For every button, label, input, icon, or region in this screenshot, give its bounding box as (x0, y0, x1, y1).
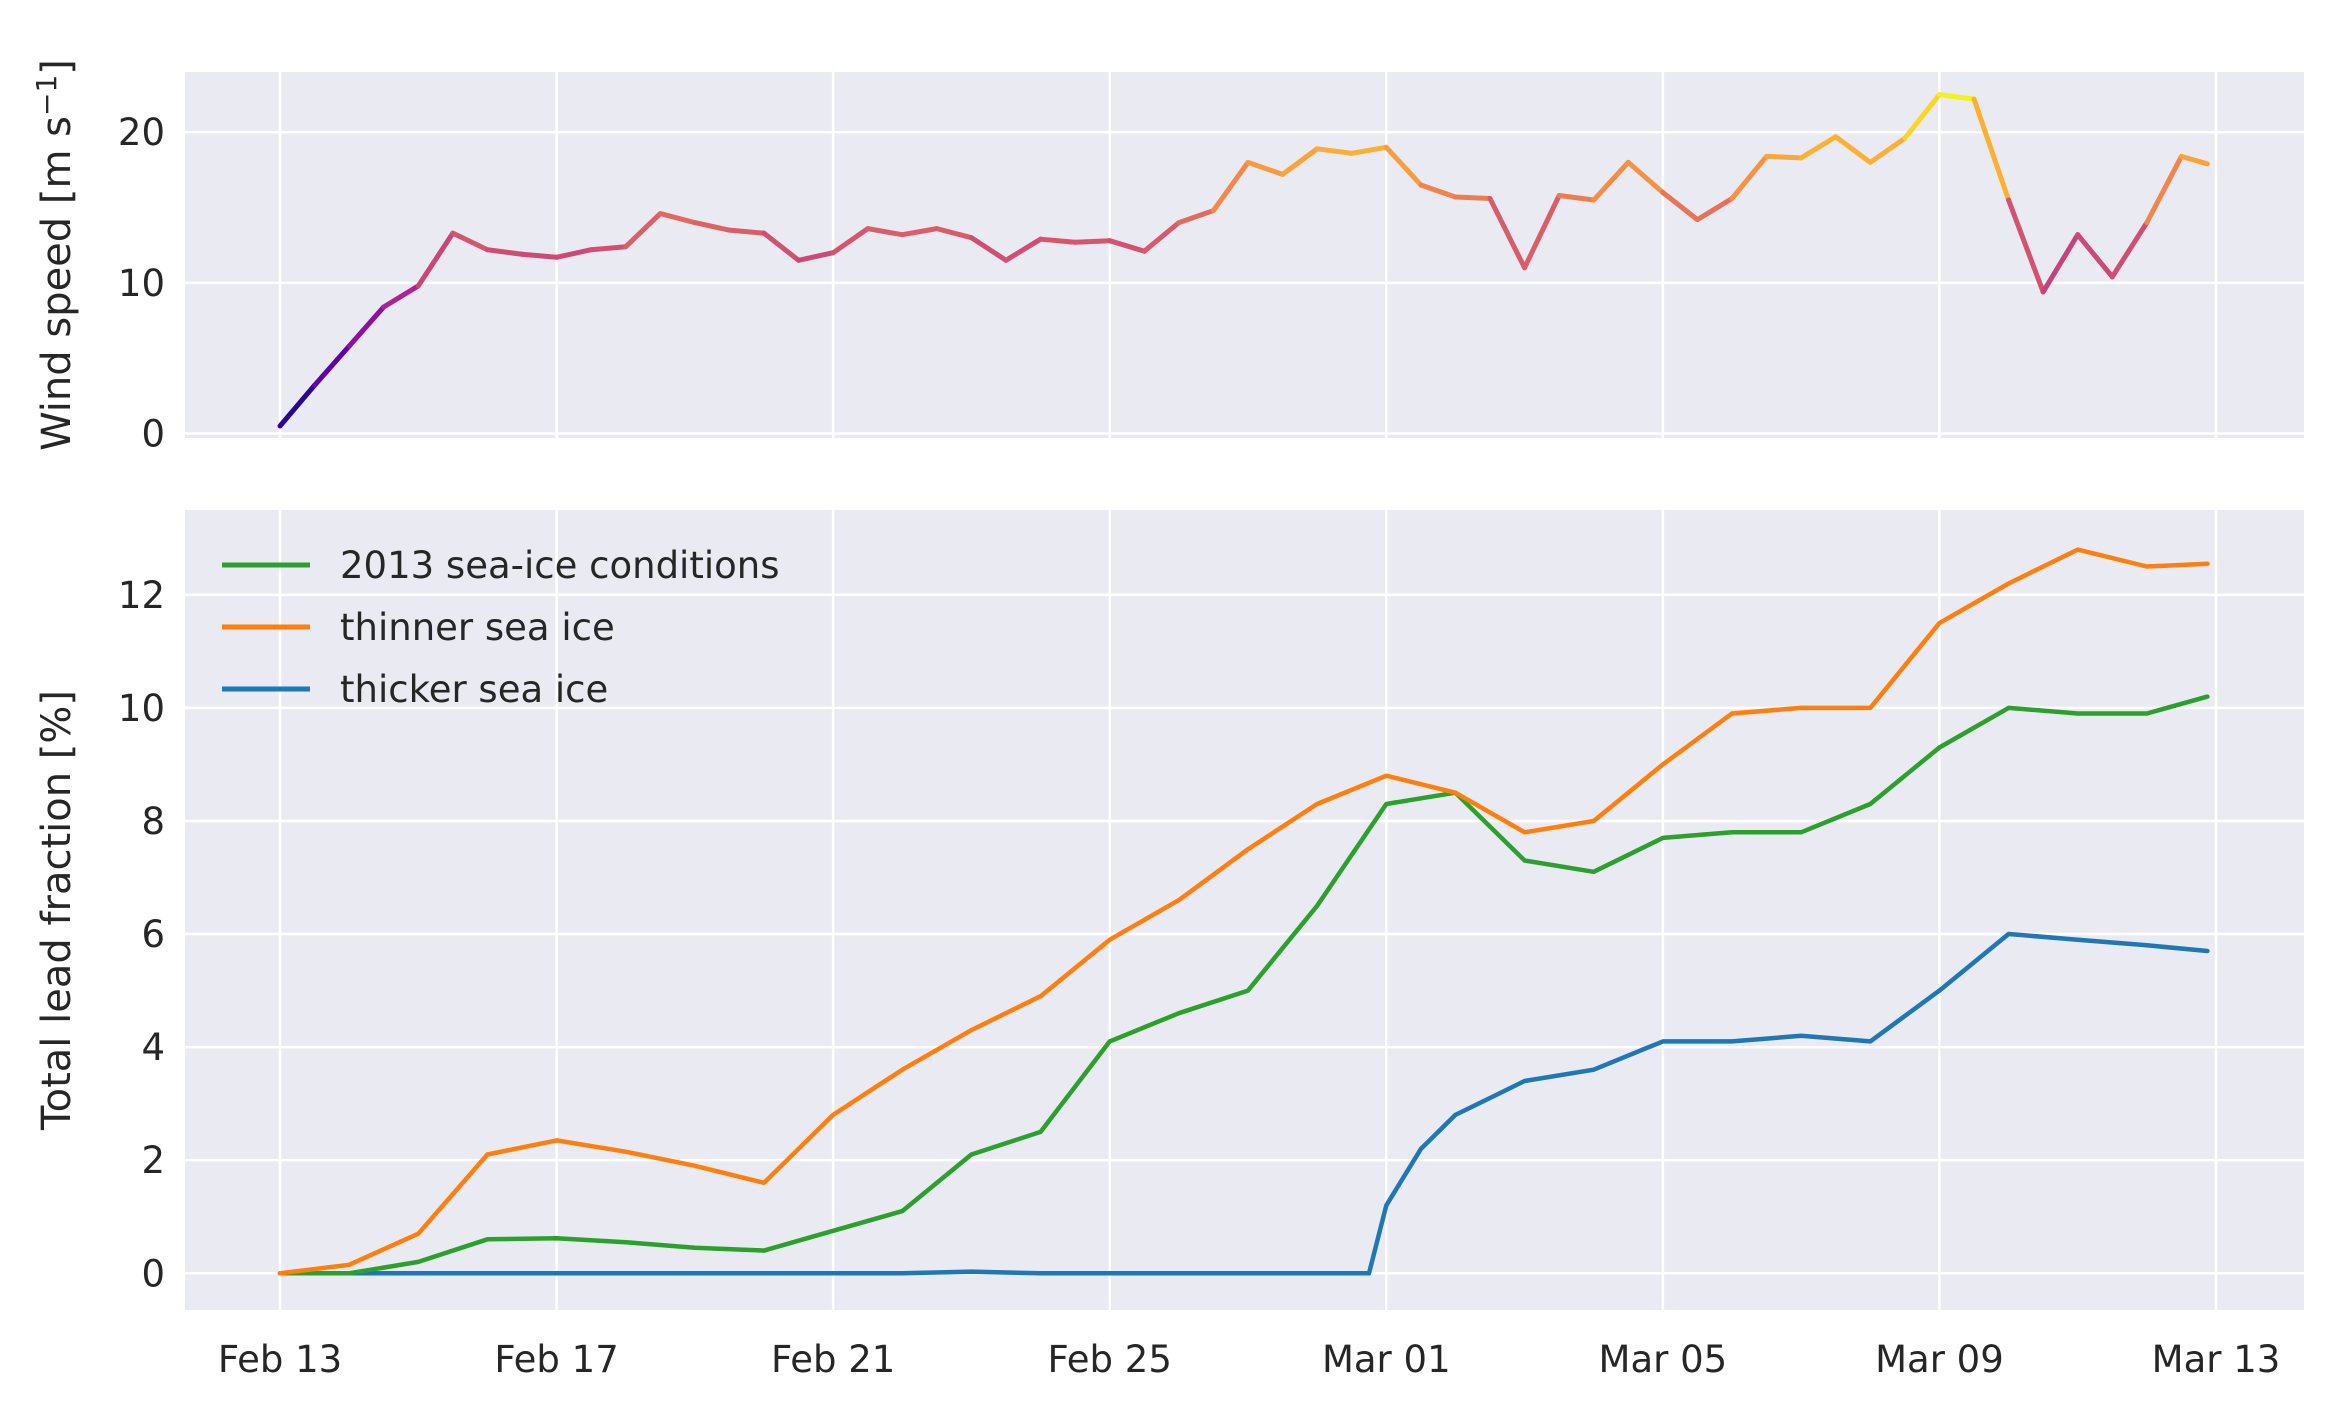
lead-fraction-y-ticks: 0 2 4 6 8 10 12 (118, 574, 165, 1295)
wind-speed-segment (2178, 153, 2210, 167)
lead-fraction-y-tick-label: 2 (141, 1139, 165, 1182)
wind-speed-segment (588, 244, 629, 253)
wind-speed-segment (1591, 159, 1631, 203)
wind-speed-segment (346, 304, 387, 349)
date-x-tick-label: Mar 13 (2152, 1338, 2281, 1381)
lead-fraction-y-tick-label: 8 (141, 800, 165, 843)
lead-fraction-y-tick-label: 0 (141, 1252, 165, 1295)
series-2013-sea-ice-conditions-line (277, 694, 2210, 1276)
wind-speed-segment (277, 382, 318, 429)
wind-speed-segment (1971, 96, 2012, 203)
wind-speed-segment (1764, 153, 1804, 161)
wind-speed-segment (415, 230, 456, 289)
wind-speed-segment (934, 226, 974, 241)
wind-speed-segment (968, 235, 1009, 263)
wind-speed-segment (1902, 92, 1942, 141)
wind-speed-segment (692, 220, 732, 233)
lead-fraction-y-tick-label: 4 (141, 1026, 165, 1069)
wind-speed-segment (1383, 144, 1424, 188)
series-2013-sea-ice-conditions-legend-label: 2013 sea-ice conditions (340, 544, 779, 587)
wind-speed-segment (484, 247, 525, 257)
wind-speed-y-label-close: ] (34, 59, 80, 75)
wind-speed-segment (381, 283, 421, 310)
series-thicker-sea-ice-line (277, 931, 2210, 1276)
wind-speed-segment (1003, 236, 1044, 263)
wind-speed-panel: 0 10 20 Wind speed [m s−1] (30, 59, 2304, 455)
lead-fraction-y-tick-label: 10 (118, 687, 165, 730)
wind-speed-segment (554, 247, 594, 260)
wind-speed-segment (2040, 232, 2081, 295)
lead-fraction-y-axis-label: Total lead fraction [%] (34, 690, 80, 1131)
date-x-ticks: Feb 13 Feb 17 Feb 21 Feb 25 Mar 01 Mar 05 Mar … (218, 1338, 2281, 1381)
wind-speed-segment (1556, 193, 1597, 203)
series-thinner-sea-ice-legend-label: thinner sea ice (340, 606, 615, 649)
wind-speed-segment (623, 211, 663, 250)
date-x-tick-label: Feb 13 (218, 1338, 342, 1381)
wind-speed-segment (1107, 238, 1147, 254)
wind-speed-y-tick-label: 0 (141, 412, 165, 455)
wind-speed-segment (865, 226, 905, 238)
wind-speed-segment (1694, 196, 1735, 223)
date-x-tick-label: Mar 01 (1322, 1338, 1451, 1381)
wind-speed-y-ticks: 0 10 20 (118, 111, 165, 455)
wind-speed-segment (2006, 197, 2046, 295)
wind-speed-segment (1833, 134, 1873, 165)
series-thinner-sea-ice-line (277, 547, 2210, 1276)
lead-fraction-lines (277, 547, 2210, 1276)
wind-speed-segment (1798, 134, 1839, 161)
date-x-tick-label: Mar 09 (1875, 1338, 2004, 1381)
lead-fraction-panel: 0 2 4 6 8 10 12 Feb 13 Feb 17 Feb 21 Feb 25 Mar 01… (34, 510, 2304, 1381)
legend: 2013 sea-ice conditions thinner sea ice th… (222, 544, 779, 711)
wind-speed-y-axis-label: Wind speed [m s−1] (30, 59, 80, 451)
wind-speed-segment (1867, 135, 1908, 165)
wind-speed-segment (1210, 159, 1251, 214)
wind-speed-segment (1729, 153, 1770, 202)
wind-speed-line (277, 92, 2210, 429)
wind-speed-y-label-superscript: −1 (30, 75, 63, 116)
wind-speed-segment (796, 250, 836, 263)
wind-speed-segment (1176, 208, 1216, 226)
wind-speed-y-label-text: Wind speed [m s (34, 116, 80, 451)
wind-speed-segment (1487, 196, 1528, 271)
wind-speed-segment (1418, 182, 1458, 200)
wind-speed-segment (1452, 194, 1493, 202)
date-x-tick-label: Feb 17 (494, 1338, 618, 1381)
wind-speed-segment (450, 230, 490, 253)
wind-speed-segment (1280, 146, 1320, 177)
wind-speed-segment (1072, 238, 1113, 245)
wind-speed-segment (899, 226, 940, 238)
wind-speed-segment (726, 227, 767, 236)
wind-speed-segment (519, 251, 560, 260)
lead-fraction-y-tick-label: 6 (141, 913, 165, 956)
wind-speed-segment (657, 211, 698, 226)
wind-speed-segment (1141, 220, 1182, 254)
date-x-tick-label: Feb 25 (1048, 1338, 1172, 1381)
wind-speed-segment (2109, 220, 2150, 280)
wind-speed-segment (1245, 159, 1286, 177)
lead-fraction-plot-area (185, 510, 2304, 1310)
wind-speed-segment (830, 226, 871, 256)
wind-speed-segment (761, 230, 802, 263)
wind-speed-gridlines (185, 72, 2304, 438)
wind-speed-segment (1349, 144, 1389, 156)
wind-speed-segment (1038, 236, 1078, 245)
wind-speed-segment (1936, 92, 1977, 102)
wind-speed-segment (1625, 159, 1666, 195)
wind-speed-segment (1314, 146, 1355, 156)
series-thicker-sea-ice-legend-label: thicker sea ice (340, 668, 608, 711)
wind-speed-segment (2075, 232, 2115, 280)
date-x-tick-label: Mar 05 (1599, 1338, 1728, 1381)
wind-speed-segment (1660, 189, 1700, 223)
wind-speed-y-tick-label: 10 (118, 262, 165, 305)
wind-speed-segment (1522, 193, 1562, 271)
date-x-tick-label: Feb 21 (771, 1338, 895, 1381)
lead-fraction-y-tick-label: 12 (118, 574, 165, 617)
wind-speed-y-tick-label: 20 (118, 111, 165, 154)
wind-speed-segment (2144, 153, 2184, 226)
wind-speed-segment (312, 343, 352, 388)
